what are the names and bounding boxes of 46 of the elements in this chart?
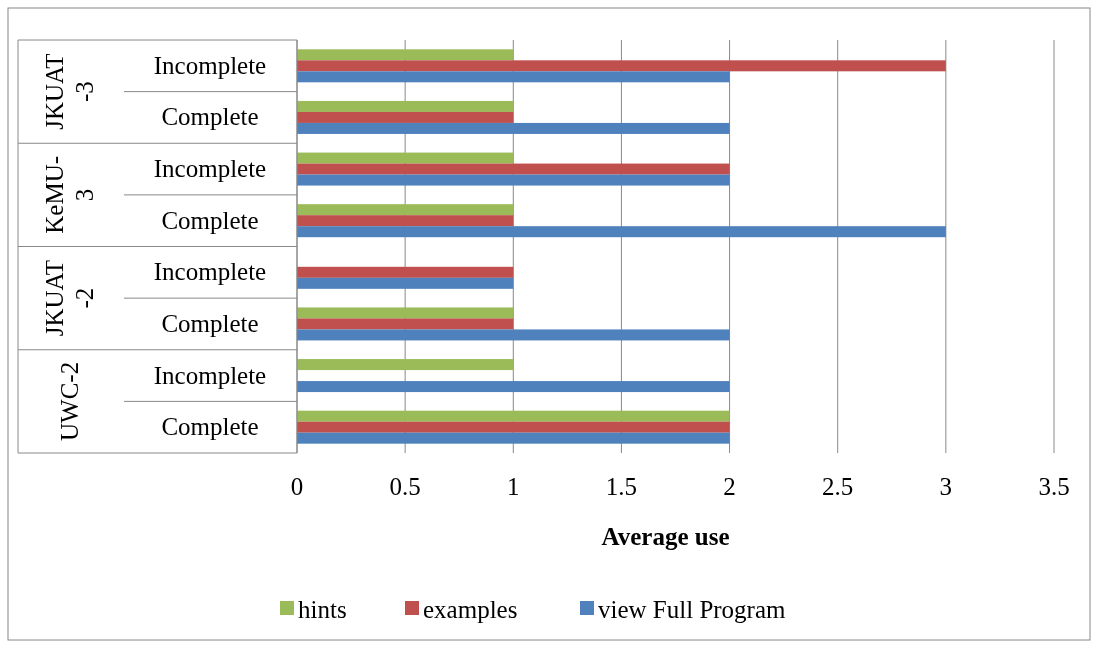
text: JKUAT -2 [41,259,98,337]
x-tick-label: 0 [290,473,304,500]
y-tick-label: Complete [161,309,259,337]
bar [297,100,514,112]
bar [297,277,514,289]
bar [297,381,730,393]
text: UWC-2 [56,361,83,441]
bar [297,204,514,216]
bar [297,163,730,175]
legend-label: examples [423,596,518,623]
bar [297,49,514,61]
bar [297,307,514,319]
y-tick-label: Incomplete [153,155,267,183]
x-tick-label: 2.5 [822,473,854,500]
bar [297,111,514,123]
x-tick-label: 1.5 [605,473,638,500]
bar [297,410,730,422]
x-tick-label: 1 [507,473,520,500]
y-tick-label: Complete [161,103,259,131]
bar [297,71,730,83]
legend-label: hints [298,596,347,623]
bar [297,215,514,227]
text: JKUAT -3 [41,53,98,130]
bar [297,432,730,444]
bar [297,122,730,134]
bar [297,266,514,278]
x-tick-label: 2 [723,473,736,500]
bar [297,421,730,433]
y-tick-label: Complete [161,413,259,441]
x-axis-title: Average use [601,523,730,550]
y-tick-label: Incomplete [153,361,267,389]
y-tick-label: Incomplete [153,258,267,286]
x-tick-label: 3.5 [1038,473,1070,500]
text: KeMU- 3 [41,155,98,234]
bar [297,359,514,371]
y-tick-label: Complete [161,206,259,234]
bar [297,318,514,330]
bar [297,60,946,72]
y-tick-label: Incomplete [153,51,267,79]
x-tick-label: 3 [939,473,953,500]
bar [297,174,730,186]
bar [297,226,946,238]
x-tick-label: 0.5 [389,473,421,500]
bar [297,329,730,341]
bar [297,152,514,164]
legend-label: view Full Program [598,596,787,623]
